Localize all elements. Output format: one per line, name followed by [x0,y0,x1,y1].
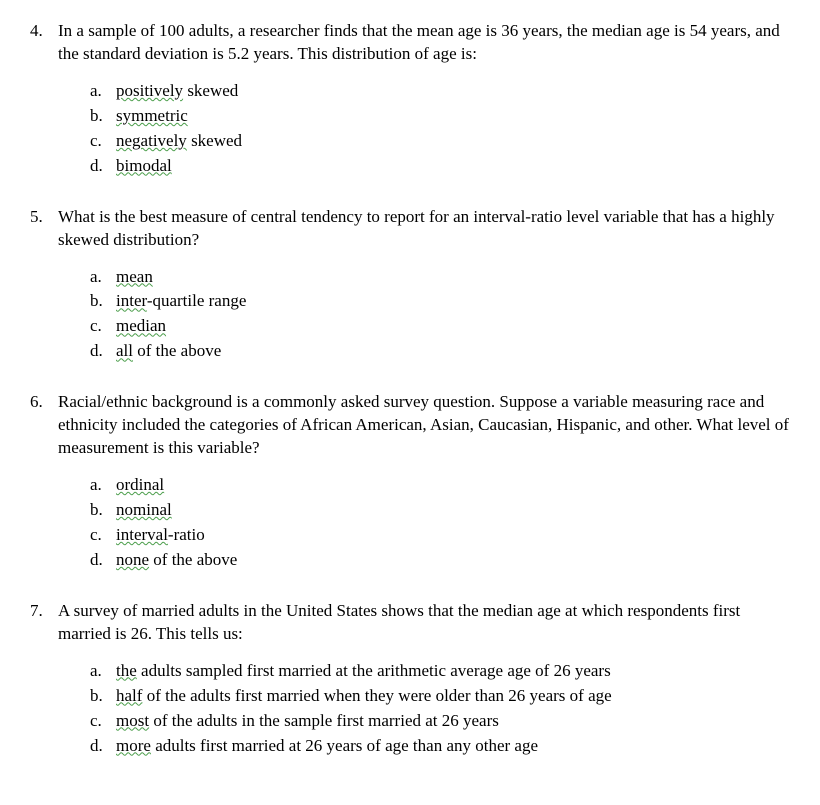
option: d.bimodal [90,155,790,178]
option-text: positively skewed [116,80,790,103]
option-letter: a. [90,474,116,497]
option: a.the adults sampled first married at th… [90,660,790,683]
option-letter: a. [90,266,116,289]
option-text: all of the above [116,340,790,363]
question: 4.In a sample of 100 adults, a researche… [30,20,790,178]
option: a.positively skewed [90,80,790,103]
options-list: a.ordinalb.nominalc.interval-ratiod.none… [30,474,790,572]
option-letter: c. [90,710,116,733]
question-text: In a sample of 100 adults, a researcher … [58,20,790,66]
option-text: median [116,315,790,338]
option-text: nominal [116,499,790,522]
option-letter: b. [90,685,116,708]
spellcheck-underline: interval [116,525,168,544]
option-text: half of the adults first married when th… [116,685,790,708]
question-stem: 6.Racial/ethnic background is a commonly… [30,391,790,460]
option: c.negatively skewed [90,130,790,153]
document-body: 4.In a sample of 100 adults, a researche… [30,20,790,757]
option: c.most of the adults in the sample first… [90,710,790,733]
option: a.mean [90,266,790,289]
option-text: interval-ratio [116,524,790,547]
spellcheck-underline: more [116,736,151,755]
question-stem: 4.In a sample of 100 adults, a researche… [30,20,790,66]
option-text: negatively skewed [116,130,790,153]
option-text-post: skewed [183,81,238,100]
option: d.more adults first married at 26 years … [90,735,790,758]
option-letter: b. [90,290,116,313]
question-text: What is the best measure of central tend… [58,206,790,252]
option: d.all of the above [90,340,790,363]
spellcheck-underline: none [116,550,149,569]
option-text: more adults first married at 26 years of… [116,735,790,758]
option-text-post: -quartile range [147,291,247,310]
option-letter: c. [90,315,116,338]
option: a.ordinal [90,474,790,497]
option-text-post: of the adults first married when they we… [142,686,611,705]
option-text-post: of the above [133,341,221,360]
question: 5.What is the best measure of central te… [30,206,790,364]
option-text: most of the adults in the sample first m… [116,710,790,733]
option: b.symmetric [90,105,790,128]
option-text: the adults sampled first married at the … [116,660,790,683]
option-text-post: adults sampled first married at the arit… [137,661,611,680]
option-text: inter-quartile range [116,290,790,313]
options-list: a.meanb.inter-quartile rangec.mediand.al… [30,266,790,364]
option-letter: b. [90,105,116,128]
question-text: Racial/ethnic background is a commonly a… [58,391,790,460]
question-text: A survey of married adults in the United… [58,600,790,646]
option-letter: c. [90,130,116,153]
options-list: a.the adults sampled first married at th… [30,660,790,758]
spellcheck-underline: inter [116,291,147,310]
question-number: 7. [30,600,58,646]
spellcheck-underline: nominal [116,500,172,519]
option-text-post: skewed [187,131,242,150]
option-letter: d. [90,735,116,758]
option-text: none of the above [116,549,790,572]
option-letter: d. [90,340,116,363]
spellcheck-underline: negatively [116,131,187,150]
option-letter: b. [90,499,116,522]
question-stem: 5.What is the best measure of central te… [30,206,790,252]
spellcheck-underline: mean [116,267,153,286]
option-letter: a. [90,660,116,683]
options-list: a.positively skewedb.symmetricc.negative… [30,80,790,178]
option-text-post: adults first married at 26 years of age … [151,736,538,755]
spellcheck-underline: half [116,686,142,705]
option: b.nominal [90,499,790,522]
option: c.interval-ratio [90,524,790,547]
spellcheck-underline: all [116,341,133,360]
question: 7.A survey of married adults in the Unit… [30,600,790,758]
spellcheck-underline: most [116,711,149,730]
spellcheck-underline: positively [116,81,183,100]
spellcheck-underline: the [116,661,137,680]
option-letter: c. [90,524,116,547]
option-letter: d. [90,155,116,178]
option-letter: a. [90,80,116,103]
spellcheck-underline: symmetric [116,106,188,125]
question-stem: 7.A survey of married adults in the Unit… [30,600,790,646]
option: b.inter-quartile range [90,290,790,313]
option-text-post: of the above [149,550,237,569]
option-text-post: -ratio [168,525,205,544]
option-text: bimodal [116,155,790,178]
option: b.half of the adults first married when … [90,685,790,708]
question-number: 5. [30,206,58,252]
option-text: ordinal [116,474,790,497]
question: 6.Racial/ethnic background is a commonly… [30,391,790,572]
spellcheck-underline: median [116,316,166,335]
spellcheck-underline: bimodal [116,156,172,175]
question-number: 6. [30,391,58,460]
spellcheck-underline: ordinal [116,475,164,494]
option-text: symmetric [116,105,790,128]
option: d.none of the above [90,549,790,572]
option: c.median [90,315,790,338]
option-letter: d. [90,549,116,572]
question-number: 4. [30,20,58,66]
option-text-post: of the adults in the sample first marrie… [149,711,499,730]
option-text: mean [116,266,790,289]
